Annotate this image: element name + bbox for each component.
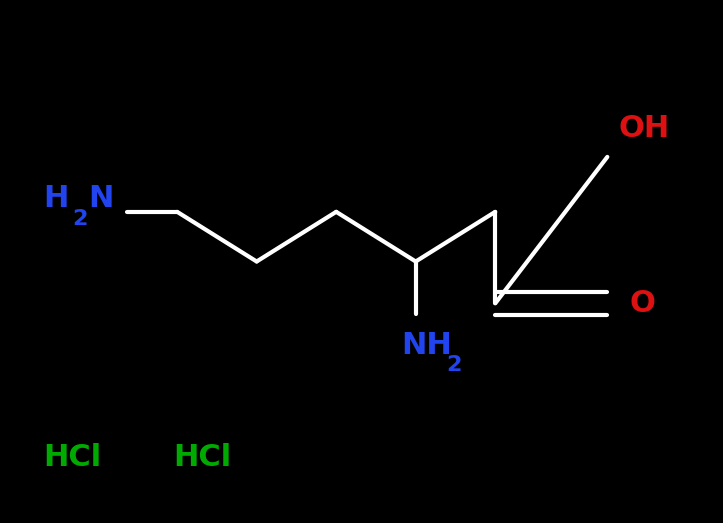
- Text: HCl: HCl: [43, 443, 102, 472]
- Text: NH: NH: [401, 331, 452, 360]
- Text: 2: 2: [72, 209, 87, 229]
- Text: HCl: HCl: [174, 443, 232, 472]
- Text: O: O: [629, 289, 655, 318]
- Text: OH: OH: [618, 113, 669, 143]
- Text: 2: 2: [446, 355, 461, 375]
- Text: H: H: [43, 184, 69, 213]
- Text: N: N: [88, 184, 114, 213]
